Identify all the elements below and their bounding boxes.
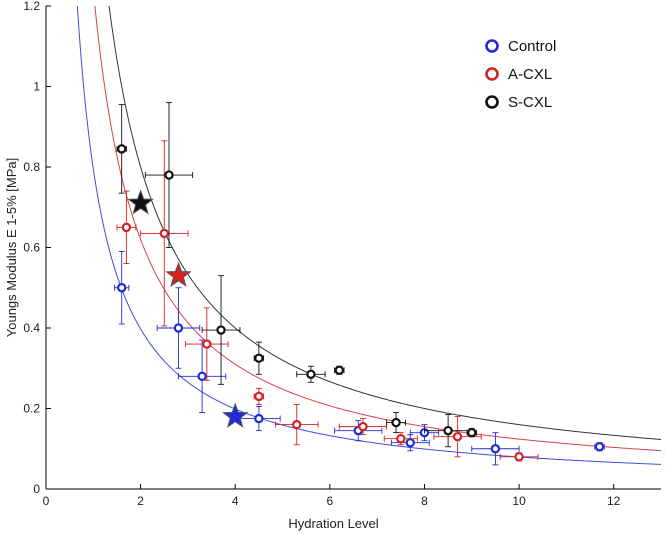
fit-curve-s-cxl: [108, 6, 661, 440]
data-point-s-cxl: [467, 427, 477, 438]
y-tick-label: 1: [33, 80, 40, 94]
data-point-control: [173, 323, 184, 333]
fit-curves: [76, 6, 661, 465]
data-point-control: [197, 371, 207, 381]
series-a-cxl: [116, 140, 539, 462]
legend: Control A-CXL S-CXL: [485, 38, 556, 111]
legend-marker: [485, 39, 499, 53]
data-point-control: [490, 444, 501, 454]
data-point-a-cxl: [396, 433, 406, 444]
x-axis-title: Hydration Level: [288, 516, 378, 531]
data-point-s-cxl: [216, 325, 226, 335]
legend-item-s-cxl: S-CXL: [485, 94, 552, 111]
x-tick-label: 8: [421, 494, 428, 508]
fit-curve-control: [76, 6, 661, 465]
x-tick-label: 0: [43, 494, 50, 508]
data-point-a-cxl: [452, 431, 463, 442]
data-point-s-cxl: [164, 170, 174, 180]
legend-item-a-cxl: A-CXL: [485, 66, 552, 83]
series-control: [114, 251, 605, 466]
y-tick-label: 0.2: [23, 402, 40, 416]
x-tick-label: 12: [607, 494, 621, 508]
data-point-control: [116, 283, 127, 293]
x-tick-label: 6: [327, 494, 334, 508]
data-point-s-cxl: [306, 369, 316, 379]
mean-star-control: [221, 402, 249, 428]
plot-area: [76, 6, 661, 466]
data-point-a-cxl: [292, 419, 302, 430]
y-tick-label: 1.2: [23, 0, 40, 13]
data-point-a-cxl: [358, 421, 368, 432]
data-point-a-cxl: [121, 222, 132, 233]
y-tick-label: 0.6: [23, 241, 40, 255]
data-point-a-cxl: [159, 228, 169, 239]
legend-marker: [485, 67, 499, 81]
data-point-control: [594, 442, 605, 452]
data-point-s-cxl: [391, 417, 401, 428]
legend-marker: [485, 95, 499, 109]
y-tick-label: 0.8: [23, 160, 40, 174]
x-tick-label: 2: [137, 494, 144, 508]
fit-curve-a-cxl: [94, 6, 661, 452]
y-tick-label: 0.4: [23, 321, 40, 335]
data-point-s-cxl: [116, 144, 127, 154]
data-point-control: [405, 438, 415, 448]
y-axis-title: Youngs Modulus E 1-5% [MPa]: [4, 158, 19, 337]
data-point-s-cxl: [443, 425, 453, 436]
data-point-s-cxl: [254, 353, 264, 363]
axes: 0 2 4 6 8 10 12 0 0.2 0.4 0.6 0.8 1 1.2 Hydration Leve…: [4, 0, 661, 531]
legend-label: A-CXL: [508, 66, 552, 83]
data-point-a-cxl: [254, 391, 264, 402]
x-tick-label: 10: [512, 494, 526, 508]
series-s-cxl: [116, 102, 477, 448]
mean-star-s-cxl: [127, 189, 154, 215]
data-point-a-cxl: [202, 339, 212, 349]
legend-item-control: Control: [485, 38, 556, 55]
x-tick-label: 4: [232, 494, 239, 508]
mean-star-a-cxl: [165, 261, 192, 287]
data-point-s-cxl: [334, 365, 345, 375]
data-point-a-cxl: [514, 452, 524, 462]
data-point-control: [254, 413, 264, 424]
legend-label: S-CXL: [508, 94, 552, 111]
legend-label: Control: [508, 38, 556, 55]
y-tick-label: 0: [33, 482, 40, 496]
